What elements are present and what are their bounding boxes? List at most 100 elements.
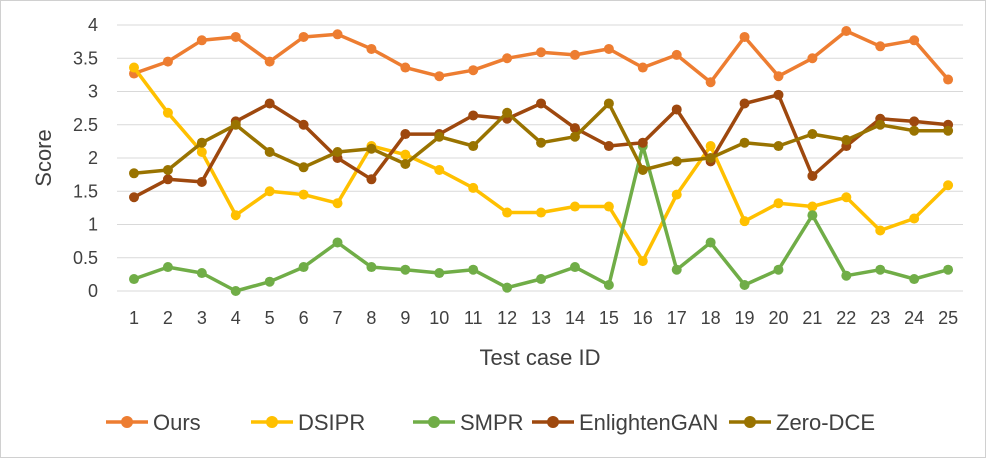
legend: Ours DSIPR SMPR EnlightenGAN Zero-DCE <box>106 410 875 435</box>
x-tick-label: 16 <box>633 308 653 328</box>
data-point <box>875 264 886 275</box>
data-point <box>909 274 920 285</box>
data-point <box>705 153 716 163</box>
x-tick-label: 1 <box>129 308 139 328</box>
x-tick-label: 20 <box>768 308 788 328</box>
data-point <box>603 141 614 152</box>
data-point <box>196 268 207 279</box>
x-tick-label: 6 <box>299 308 309 328</box>
data-point <box>332 29 343 40</box>
data-point <box>264 147 275 158</box>
series-group <box>129 25 954 296</box>
x-tick-label: 4 <box>231 308 241 328</box>
data-point <box>468 182 479 193</box>
data-point <box>162 164 173 175</box>
data-point <box>332 198 343 209</box>
series-smpr <box>129 141 954 296</box>
x-tick-label: 19 <box>735 308 755 328</box>
data-point <box>875 41 886 52</box>
series-dsipr <box>129 62 954 267</box>
data-point <box>807 201 818 212</box>
legend-label: SMPR <box>460 410 524 435</box>
data-point <box>298 31 309 42</box>
data-point <box>909 116 920 127</box>
data-point <box>366 143 377 154</box>
data-point <box>807 210 818 221</box>
data-point <box>264 276 275 287</box>
data-point <box>196 176 207 187</box>
data-point <box>705 77 716 88</box>
data-point <box>875 119 886 130</box>
x-tick-label: 22 <box>836 308 856 328</box>
data-point <box>909 35 920 46</box>
data-point <box>502 282 513 293</box>
data-point <box>841 192 852 203</box>
data-point <box>875 225 886 236</box>
legend-label: DSIPR <box>298 410 365 435</box>
data-point <box>400 264 411 275</box>
data-point <box>298 119 309 130</box>
data-point <box>502 207 513 218</box>
data-point <box>298 262 309 273</box>
y-tick-label: 3.5 <box>73 48 98 68</box>
data-point <box>739 31 750 42</box>
data-point <box>400 62 411 73</box>
data-point <box>298 189 309 200</box>
x-tick-label: 13 <box>531 308 551 328</box>
y-tick-label: 2.5 <box>73 115 98 135</box>
x-tick-label: 2 <box>163 308 173 328</box>
data-point <box>196 35 207 46</box>
data-point <box>366 174 377 185</box>
data-point <box>603 280 614 291</box>
legend-label: Zero-DCE <box>776 410 875 435</box>
data-point <box>264 98 275 109</box>
x-axis: 1 2 3 4 5 6 7 8 9 10 11 12 13 14 15 16 17 18 19 20 21 22 23 24 2… <box>129 308 958 328</box>
data-point <box>739 98 750 109</box>
data-point <box>773 264 784 275</box>
legend-label: Ours <box>153 410 201 435</box>
data-point <box>129 192 139 203</box>
data-point <box>603 201 614 212</box>
data-point <box>773 89 784 100</box>
data-point <box>162 174 173 185</box>
data-point <box>569 123 580 134</box>
legend-marker <box>121 416 133 428</box>
data-point <box>502 107 513 118</box>
data-point <box>162 56 173 67</box>
data-point <box>807 53 818 64</box>
data-point <box>536 207 547 218</box>
data-point <box>909 213 920 224</box>
x-tick-label: 24 <box>904 308 924 328</box>
legend-item: Ours <box>106 410 201 435</box>
x-tick-label: 8 <box>366 308 376 328</box>
data-point <box>129 168 139 179</box>
x-tick-label: 21 <box>802 308 822 328</box>
y-tick-label: 0.5 <box>73 248 98 268</box>
data-point <box>773 198 784 209</box>
data-point <box>230 210 241 221</box>
data-point <box>502 53 513 64</box>
data-point <box>841 135 852 146</box>
legend-item: EnlightenGAN <box>532 410 718 435</box>
y-tick-label: 1 <box>88 215 98 235</box>
data-point <box>536 137 547 148</box>
data-point <box>434 71 445 82</box>
data-point <box>129 274 139 285</box>
data-point <box>671 156 682 167</box>
y-axis-title: Score <box>31 129 56 186</box>
data-point <box>569 201 580 212</box>
data-point <box>773 141 784 152</box>
data-point <box>739 280 750 291</box>
data-point <box>366 43 377 54</box>
x-tick-label: 11 <box>464 308 483 328</box>
data-point <box>705 141 716 152</box>
x-tick-label: 25 <box>938 308 958 328</box>
legend-label: EnlightenGAN <box>579 410 718 435</box>
x-tick-label: 18 <box>701 308 721 328</box>
data-point <box>569 262 580 273</box>
legend-marker <box>744 416 756 428</box>
legend-item: SMPR <box>413 410 524 435</box>
x-tick-label: 23 <box>870 308 890 328</box>
data-point <box>603 43 614 54</box>
data-point <box>909 125 920 136</box>
